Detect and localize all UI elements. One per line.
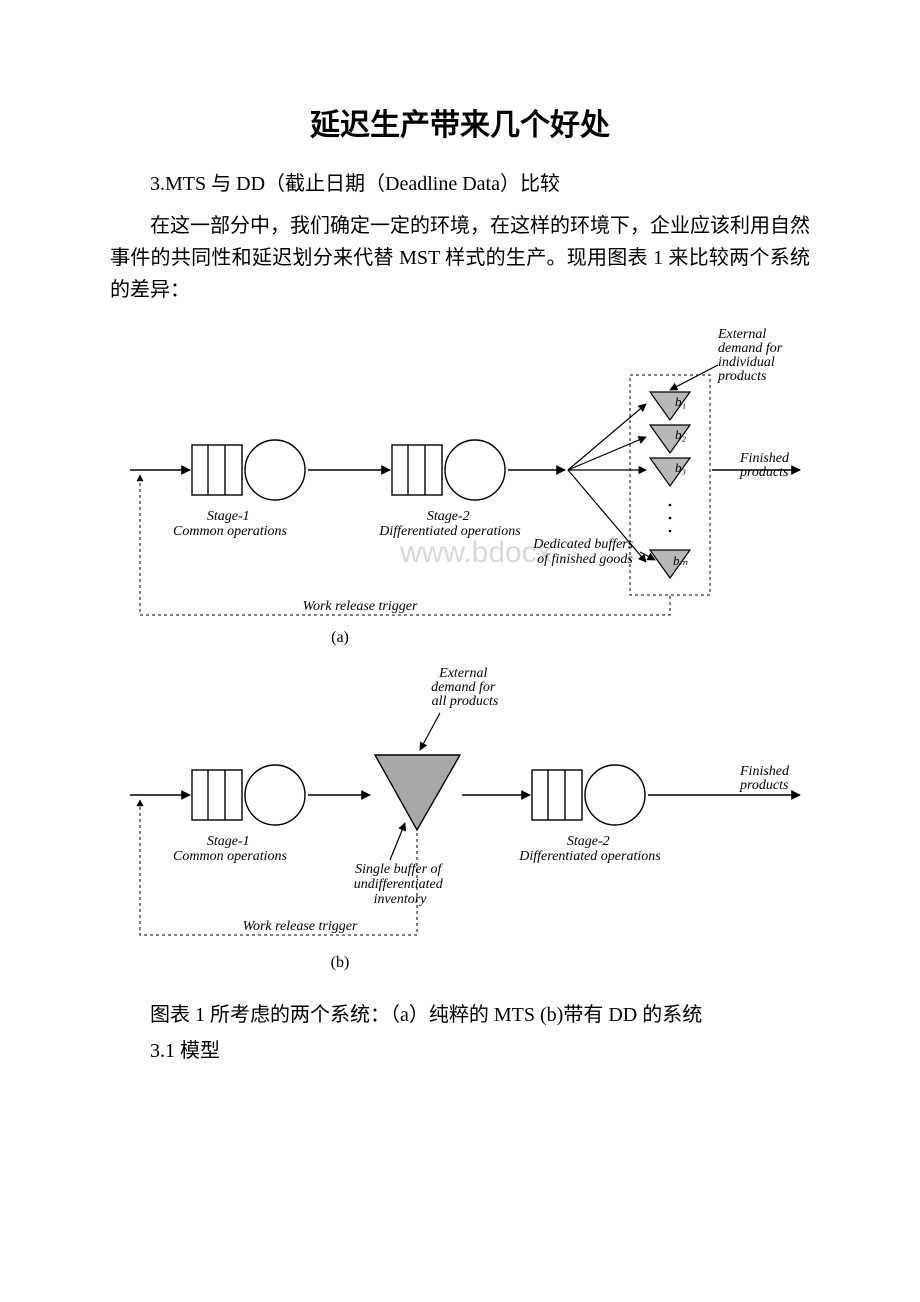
label-finished: Finished products (739, 451, 793, 480)
sub-label-b: (b) (331, 954, 350, 971)
diagram-a: www.bdocx b₁ b₂ b₃ (110, 320, 810, 655)
label-finished-b: Finished products (739, 764, 793, 793)
intro-paragraph: 在这一部分中，我们确定一定的环境，在这样的环境下，企业应该利用自然事件的共同性和… (110, 210, 810, 306)
label-trigger-b: Work release trigger (243, 919, 358, 934)
svg-text:b₁: b₁ (675, 394, 686, 409)
figure-1: www.bdocx b₁ b₂ b₃ (110, 316, 810, 989)
label-dedicated: Dedicated buffers of finished goods (532, 537, 636, 567)
figure-caption: 图表 1 所考虑的两个系统：（a）纯粹的 MTS (b)带有 DD 的系统 (110, 999, 810, 1031)
svg-text:b₃: b₃ (675, 460, 686, 475)
diagram-b: External demand for all products (110, 655, 810, 985)
svg-text:bₘ: bₘ (673, 553, 689, 568)
watermark: www.bdocx (399, 536, 552, 569)
label-trigger-a: Work release trigger (303, 599, 418, 614)
svg-text:b₂: b₂ (675, 427, 687, 442)
page-title: 延迟生产带来几个好处 (110, 100, 810, 144)
sub-label-a: (a) (331, 629, 349, 646)
label-external-b: External demand for all products (431, 666, 499, 709)
section-heading: 3.MTS 与 DD（截止日期（Deadline Data）比较 (110, 168, 810, 200)
subsection-heading: 3.1 模型 (110, 1035, 810, 1067)
